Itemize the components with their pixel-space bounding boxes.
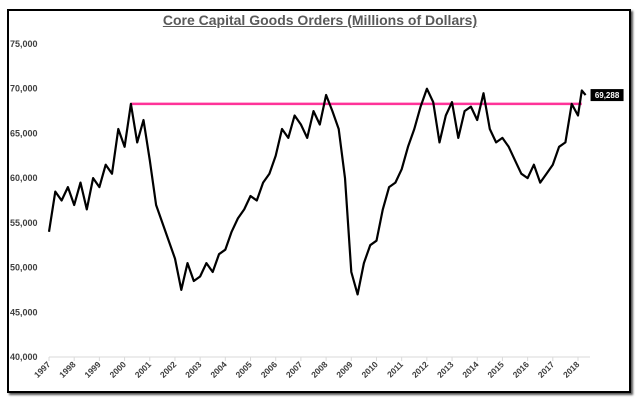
y-tick-label: 50,000 [10, 263, 38, 273]
last-value-badge [590, 89, 624, 102]
x-tick-label: 2007 [284, 359, 305, 380]
chart-title-text: Core Capital Goods Orders (Millions of D… [162, 12, 478, 28]
chart-frame [7, 9, 631, 393]
x-tick-label: 1999 [82, 359, 103, 380]
x-tick-label: 2016 [511, 359, 532, 380]
x-tick-label: 2017 [536, 359, 557, 380]
x-tick-label: 2000 [108, 359, 129, 380]
x-tick-label: 2015 [485, 359, 506, 380]
y-tick-label: 70,000 [10, 84, 38, 94]
x-tick-label: 2011 [385, 359, 405, 379]
y-tick-label: 65,000 [10, 128, 38, 138]
x-tick-label: 2002 [158, 359, 179, 380]
x-tick-label: 2014 [460, 359, 481, 380]
x-tick-label: 2001 [133, 359, 154, 380]
x-tick-label: 2005 [233, 359, 254, 380]
y-tick-label: 60,000 [10, 173, 38, 183]
x-tick-label: 2018 [561, 359, 582, 380]
x-tick-label: 2008 [309, 359, 330, 380]
last-value-label: 69,288 [595, 91, 620, 100]
x-tick-label: 2003 [183, 359, 204, 380]
x-tick-label: 2012 [410, 359, 431, 380]
x-tick-label: 1997 [32, 359, 53, 380]
y-tick-label: 40,000 [10, 352, 38, 362]
chart-title: Core Capital Goods Orders (Millions of D… [0, 12, 640, 28]
x-tick-label: 2010 [359, 359, 380, 380]
x-tick-label: 2009 [334, 359, 355, 380]
y-tick-label: 55,000 [10, 218, 38, 228]
y-tick-label: 45,000 [10, 307, 38, 317]
x-tick-label: 2006 [259, 359, 280, 380]
series-line [47, 87, 587, 296]
x-tick-label: 2013 [435, 359, 456, 380]
x-tick-label: 1998 [57, 359, 78, 380]
x-tick-label: 2004 [208, 359, 229, 380]
y-tick-label: 75,000 [10, 39, 38, 49]
